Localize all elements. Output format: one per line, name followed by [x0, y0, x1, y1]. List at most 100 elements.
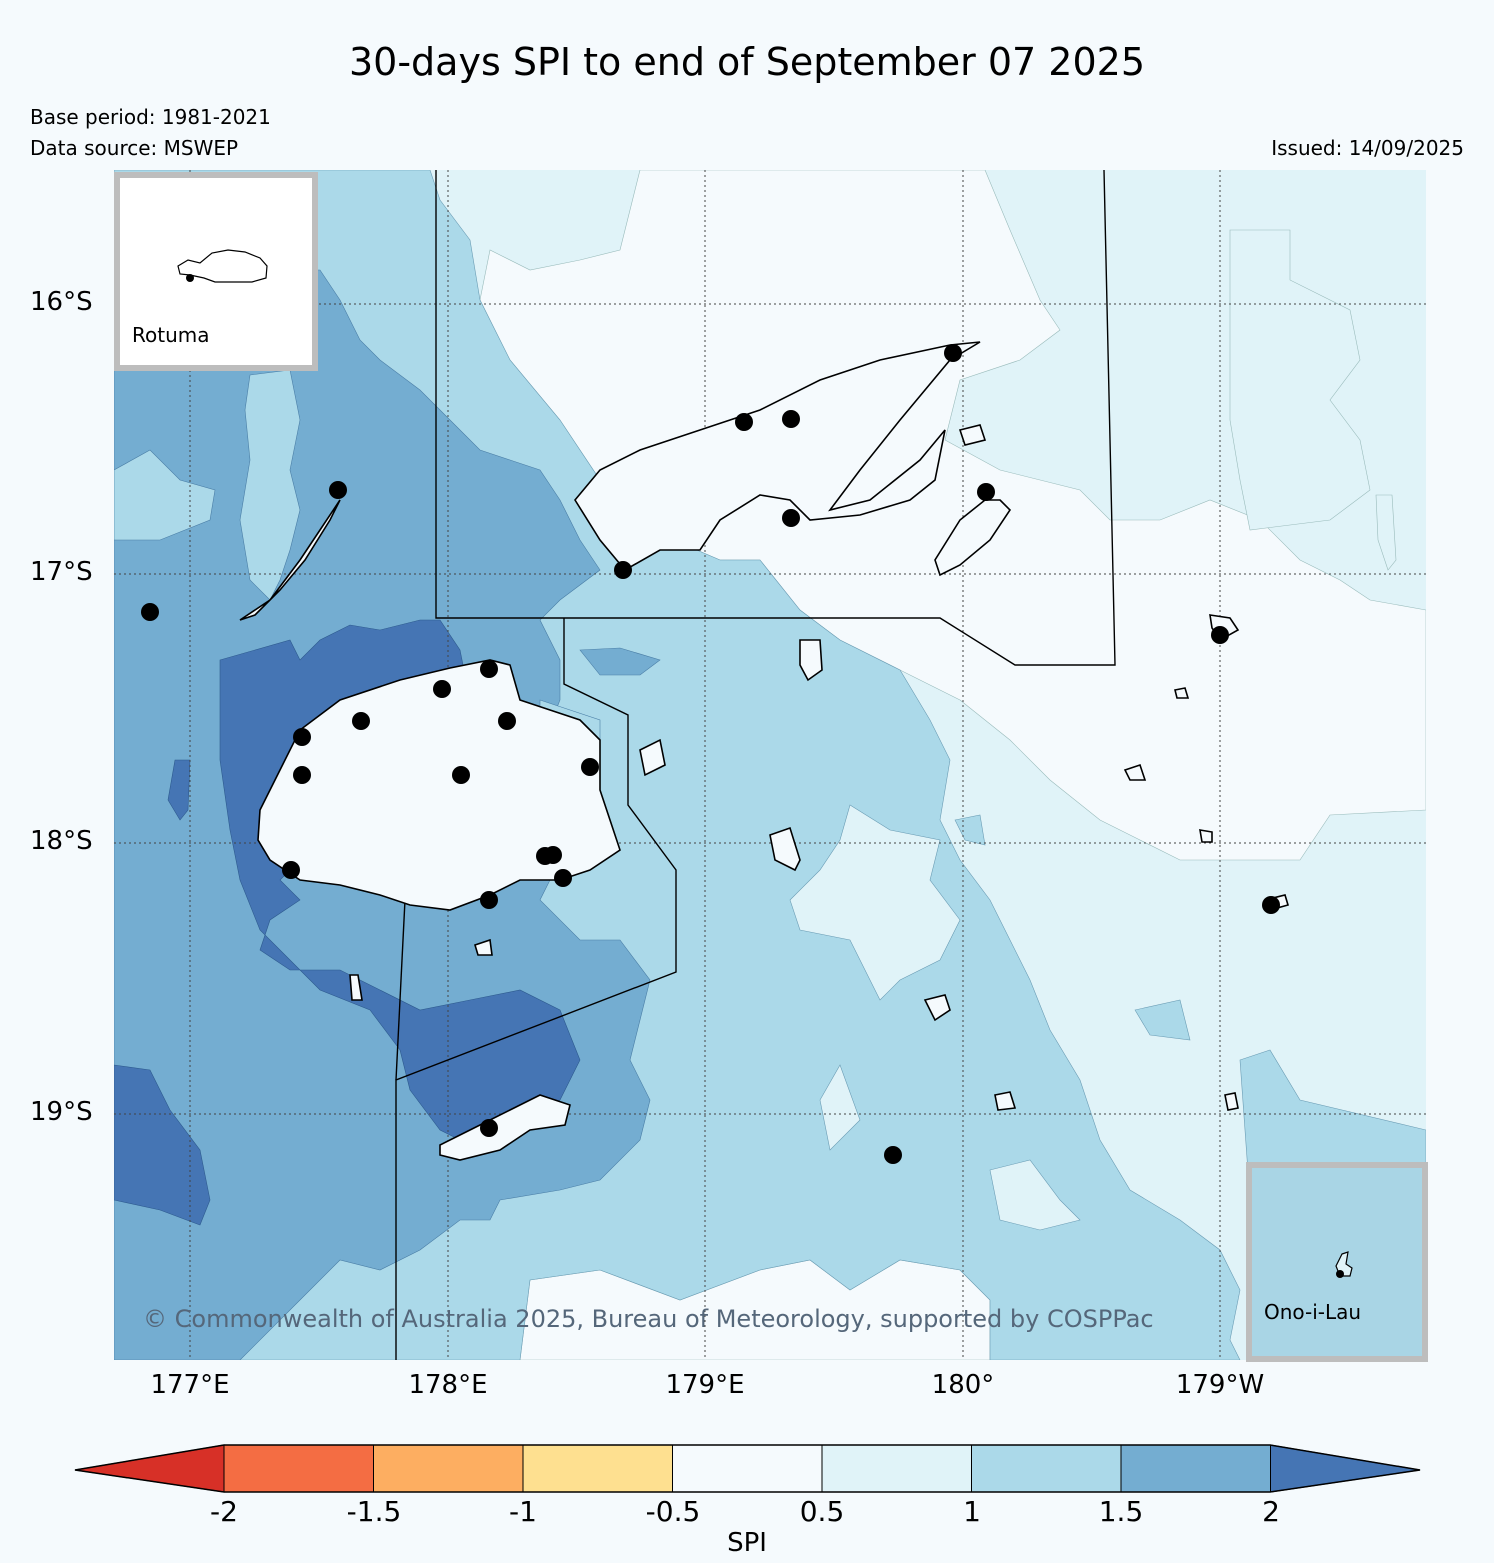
spi-band-1.5-2-east: [579, 647, 661, 676]
colorbar-segment: [971, 1444, 1122, 1493]
station-marker: [782, 509, 800, 527]
station-marker: [452, 766, 470, 784]
ovalau-island: [639, 738, 666, 777]
colorbar-segment: [223, 1444, 374, 1493]
colorbar-tick-label: 2: [1262, 1495, 1280, 1528]
lat-label-18s: 18°S: [30, 826, 93, 856]
viti-levu-island: [257, 659, 621, 911]
lat-label-19s: 19°S: [30, 1097, 93, 1127]
lon-label-179e: 179°E: [665, 1370, 745, 1400]
rotuma-station-marker: [186, 274, 194, 282]
copyright-notice: © Commonwealth of Australia 2025, Bureau…: [143, 1305, 1154, 1333]
station-marker: [735, 413, 753, 431]
lon-label-179w: 179°W: [1175, 1370, 1265, 1400]
colorbar-tick-label: -1: [509, 1495, 537, 1528]
station-marker: [141, 603, 159, 621]
spi-band-0.5-1-hole: [789, 804, 961, 1001]
station-marker: [329, 481, 347, 499]
islands: [239, 341, 1290, 1161]
station-marker: [1211, 626, 1229, 644]
colorbar-segment: [1270, 1444, 1421, 1493]
spi-band-above-2-w: [167, 759, 191, 821]
colorbar-outline: [74, 1444, 1421, 1493]
spi-map-canvas: [114, 170, 1426, 1360]
station-marker: [554, 869, 572, 887]
kabara-island: [1199, 829, 1213, 843]
ono-i-lau-station-marker: [1336, 1270, 1344, 1278]
station-marker: [944, 344, 962, 362]
gau-island: [769, 826, 801, 872]
station-marker: [293, 766, 311, 784]
station-markers: [141, 344, 1280, 1164]
spi-band-0.5-1-hole-3: [989, 1159, 1081, 1231]
colorbar-tick-label: -0.5: [645, 1495, 701, 1528]
kadavu-island: [439, 1094, 571, 1161]
colorbar-segment: [1120, 1444, 1271, 1493]
spi-band-above-2-sw: [114, 1064, 211, 1226]
station-marker: [544, 846, 562, 864]
station-marker: [480, 891, 498, 909]
station-marker: [614, 561, 632, 579]
colorbar-tick-label: 0.5: [799, 1495, 845, 1528]
station-marker: [977, 483, 995, 501]
colorbar-segment: [373, 1444, 524, 1493]
rabi-island: [958, 424, 987, 446]
lakeba-island: [1123, 763, 1147, 781]
yasawa-group: [239, 499, 341, 621]
spi-band-0.5-1-islet: [1375, 494, 1397, 571]
station-marker: [480, 660, 498, 678]
colorbar-tick-label: 1: [963, 1495, 981, 1528]
vatulele-island: [349, 974, 363, 1001]
koro-island: [799, 639, 823, 682]
lat-label-16s: 16°S: [30, 287, 93, 317]
lat-label-17s: 17°S: [30, 557, 93, 587]
ono-i-lau-inset: [1246, 1162, 1428, 1362]
ono-i-lau-label: Ono-i-Lau: [1264, 1300, 1362, 1324]
beqa-island: [474, 938, 493, 956]
spi-band-0.5-1-hole-2: [819, 1064, 861, 1151]
moala-island: [994, 1091, 1017, 1111]
rotuma-label: Rotuma: [132, 323, 210, 347]
spi-band-1-1.5-inner: [114, 449, 216, 541]
spi-band-1-1.5-westcoast: [239, 369, 301, 601]
mali-island: [1224, 1092, 1239, 1111]
data-source-text: Data source: MSWEP: [30, 136, 239, 160]
station-marker: [884, 1146, 902, 1164]
lon-label-177e: 177°E: [150, 1370, 230, 1400]
naitauba-island: [1174, 687, 1190, 699]
rotuma-inset: [114, 172, 318, 371]
colorbar-tick-label: -1.5: [346, 1495, 402, 1528]
colorbar-segment: [74, 1444, 225, 1493]
station-marker: [433, 680, 451, 698]
lon-label-180: 180°: [931, 1370, 995, 1400]
colorbar-segment: [821, 1444, 972, 1493]
lon-label-178e: 178°E: [408, 1370, 488, 1400]
spi-colorbar: [74, 1444, 1421, 1493]
colorbar-segments: [74, 1444, 1421, 1493]
colorbar-label: SPI: [727, 1528, 767, 1558]
colorbar-tick-label: 1.5: [1098, 1495, 1144, 1528]
taveuni-island: [934, 499, 1012, 577]
graticule: [114, 170, 1426, 1360]
station-marker: [293, 728, 311, 746]
station-marker: [498, 712, 516, 730]
vanua-levu-island: [574, 341, 981, 572]
colorbar-tick-label: -2: [210, 1495, 238, 1528]
division-boundaries: [395, 170, 1116, 1360]
station-marker: [480, 1119, 498, 1137]
map-title: 30-days SPI to end of September 07 2025: [348, 40, 1145, 84]
spi-band-1-1.5-east: [1134, 999, 1191, 1041]
matuku-island: [923, 994, 951, 1022]
spi-band-1-1.5-small: [954, 814, 986, 846]
spi-band-0.5-1-patch: [1229, 229, 1371, 531]
station-marker: [352, 712, 370, 730]
station-marker: [282, 861, 300, 879]
base-period-text: Base period: 1981-2021: [30, 105, 271, 129]
spi-map: [114, 170, 1426, 1360]
station-marker: [1262, 896, 1280, 914]
colorbar-segment: [522, 1444, 673, 1493]
issued-date-text: Issued: 14/09/2025: [1271, 136, 1464, 160]
station-marker: [782, 410, 800, 428]
ono-i-lau-island-outline: [1335, 1251, 1353, 1278]
station-marker: [581, 758, 599, 776]
